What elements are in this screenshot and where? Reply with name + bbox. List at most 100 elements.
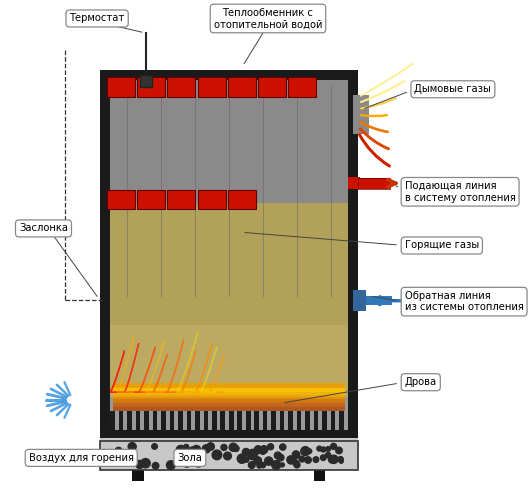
Bar — [288, 411, 293, 430]
Circle shape — [184, 444, 189, 450]
Bar — [228, 191, 256, 209]
Bar — [212, 411, 217, 430]
Circle shape — [321, 447, 326, 452]
Circle shape — [260, 449, 266, 455]
Text: Зола: Зола — [177, 453, 202, 463]
Circle shape — [287, 456, 294, 463]
Bar — [366, 296, 392, 305]
Circle shape — [233, 445, 239, 452]
Circle shape — [221, 444, 227, 450]
Circle shape — [264, 457, 273, 465]
Circle shape — [292, 451, 300, 459]
Circle shape — [260, 446, 268, 453]
Bar — [136, 411, 140, 430]
Bar — [228, 77, 256, 97]
Bar — [99, 441, 358, 470]
Circle shape — [321, 455, 326, 461]
Circle shape — [207, 443, 215, 450]
Bar — [314, 470, 326, 481]
Bar — [288, 77, 316, 97]
Circle shape — [277, 454, 284, 461]
Circle shape — [328, 456, 336, 463]
Circle shape — [194, 460, 200, 466]
Circle shape — [299, 456, 305, 462]
Bar — [107, 77, 135, 97]
Bar — [113, 398, 345, 403]
Bar — [229, 411, 234, 430]
Circle shape — [336, 447, 342, 454]
Bar — [113, 386, 345, 391]
Circle shape — [133, 458, 138, 462]
Circle shape — [249, 462, 255, 468]
Circle shape — [331, 443, 337, 449]
Bar — [358, 178, 390, 189]
Circle shape — [339, 459, 343, 463]
Text: Обратная линия
из системы отопления: Обратная линия из системы отопления — [405, 291, 524, 312]
Circle shape — [194, 459, 203, 467]
Circle shape — [287, 456, 295, 464]
Circle shape — [257, 464, 262, 468]
Circle shape — [237, 454, 246, 464]
Text: Воздух для горения: Воздух для горения — [29, 453, 134, 463]
Circle shape — [305, 457, 311, 463]
Polygon shape — [139, 347, 156, 392]
Bar — [348, 177, 360, 189]
Circle shape — [317, 446, 322, 451]
Bar — [127, 411, 132, 430]
Bar — [137, 191, 165, 209]
Bar — [354, 290, 366, 311]
Circle shape — [202, 445, 210, 453]
Bar — [133, 470, 144, 481]
Bar — [110, 411, 115, 430]
Polygon shape — [177, 331, 198, 392]
Circle shape — [247, 450, 257, 460]
Circle shape — [338, 457, 343, 462]
Bar — [99, 70, 358, 441]
Text: Горящие газы: Горящие газы — [405, 241, 479, 250]
Bar — [167, 191, 195, 209]
Polygon shape — [200, 347, 217, 392]
Circle shape — [121, 451, 129, 459]
Bar — [110, 325, 348, 430]
Circle shape — [128, 442, 136, 451]
Bar — [113, 394, 345, 399]
Polygon shape — [110, 351, 125, 392]
Bar — [152, 411, 157, 430]
Bar — [161, 411, 166, 430]
Polygon shape — [167, 339, 184, 392]
Polygon shape — [196, 343, 212, 392]
Circle shape — [141, 459, 150, 468]
Bar — [203, 411, 208, 430]
Polygon shape — [210, 355, 224, 392]
Bar — [178, 411, 183, 430]
Bar — [297, 411, 302, 430]
Circle shape — [326, 447, 330, 451]
Text: Дрова: Дрова — [405, 377, 437, 387]
Polygon shape — [153, 355, 167, 392]
Bar — [271, 411, 276, 430]
Circle shape — [189, 447, 198, 457]
Polygon shape — [117, 335, 134, 392]
Polygon shape — [146, 339, 165, 392]
Bar — [107, 191, 135, 209]
Bar — [144, 411, 149, 430]
Bar — [220, 411, 225, 430]
Bar — [353, 95, 369, 135]
Circle shape — [293, 460, 298, 465]
Bar — [119, 411, 123, 430]
Bar — [186, 411, 191, 430]
Circle shape — [243, 448, 250, 456]
Circle shape — [192, 445, 201, 454]
Bar — [113, 382, 345, 387]
Text: Подающая линия
в систему отопления: Подающая линия в систему отопления — [405, 181, 516, 203]
Circle shape — [280, 463, 285, 467]
Circle shape — [275, 452, 281, 459]
Circle shape — [268, 444, 273, 450]
Bar — [237, 411, 242, 430]
Bar — [280, 411, 285, 430]
Circle shape — [212, 450, 222, 460]
Circle shape — [272, 461, 280, 469]
Circle shape — [254, 448, 260, 454]
Bar — [167, 77, 195, 97]
Circle shape — [260, 463, 266, 468]
